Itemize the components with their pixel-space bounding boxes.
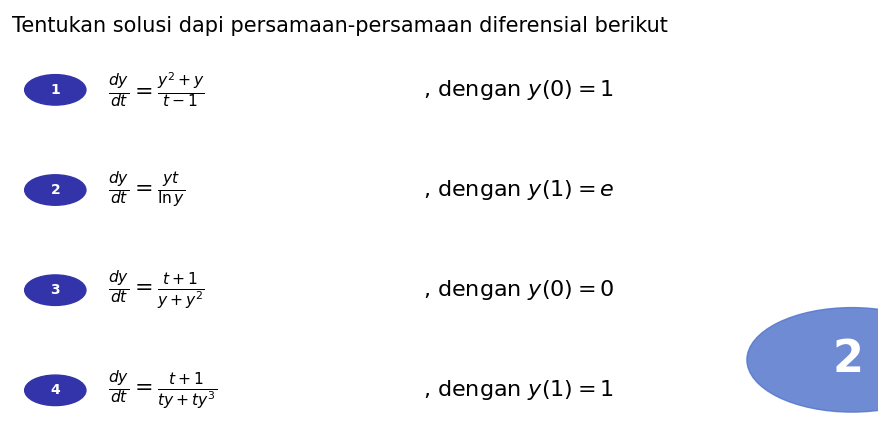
Text: 2: 2 bbox=[50, 183, 60, 197]
Circle shape bbox=[25, 175, 86, 205]
Text: $\frac{dy}{dt} = \frac{y^2 + y}{t - 1}$: $\frac{dy}{dt} = \frac{y^2 + y}{t - 1}$ bbox=[107, 71, 204, 109]
Text: 4: 4 bbox=[50, 383, 60, 397]
Text: 2: 2 bbox=[832, 338, 863, 381]
Text: $\frac{dy}{dt} = \frac{yt}{\ln y}$: $\frac{dy}{dt} = \frac{yt}{\ln y}$ bbox=[107, 169, 185, 210]
Circle shape bbox=[747, 307, 881, 412]
Circle shape bbox=[25, 275, 86, 306]
Text: , dengan $y(1) = 1$: , dengan $y(1) = 1$ bbox=[423, 378, 614, 402]
Circle shape bbox=[25, 75, 86, 105]
Text: Tentukan solusi dapi persamaan-persamaan diferensial berikut: Tentukan solusi dapi persamaan-persamaan… bbox=[11, 16, 668, 36]
Text: $\frac{dy}{dt} = \frac{t + 1}{ty + ty^3}$: $\frac{dy}{dt} = \frac{t + 1}{ty + ty^3}… bbox=[107, 369, 217, 412]
Text: $\frac{dy}{dt} = \frac{t + 1}{y + y^2}$: $\frac{dy}{dt} = \frac{t + 1}{y + y^2}$ bbox=[107, 269, 204, 312]
Text: 1: 1 bbox=[50, 83, 60, 97]
Text: 3: 3 bbox=[50, 283, 60, 297]
Text: , dengan $y(0) = 0$: , dengan $y(0) = 0$ bbox=[423, 278, 615, 302]
Text: , dengan $y(0) = 1$: , dengan $y(0) = 1$ bbox=[423, 78, 614, 102]
Text: , dengan $y(1) = e$: , dengan $y(1) = e$ bbox=[423, 178, 615, 202]
Circle shape bbox=[25, 375, 86, 406]
